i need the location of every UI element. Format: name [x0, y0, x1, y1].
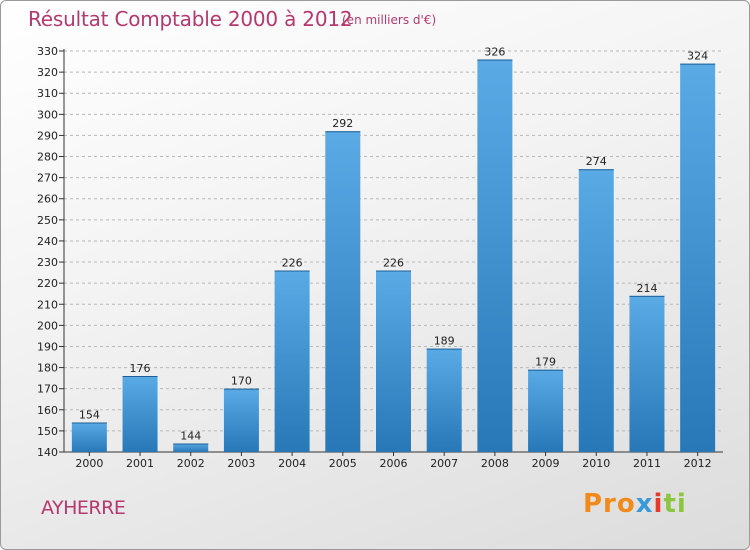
y-tick-label: 220	[37, 277, 58, 290]
x-tick-label: 2001	[126, 457, 154, 470]
x-tick-label: 2008	[481, 457, 509, 470]
y-tick-label: 230	[37, 256, 58, 269]
y-tick-label: 290	[37, 129, 58, 142]
y-tick-label: 240	[37, 235, 58, 248]
y-tick-label: 190	[37, 340, 58, 353]
x-tick-label: 2011	[633, 457, 661, 470]
bar	[477, 59, 513, 452]
bar	[122, 376, 158, 452]
y-tick-label: 140	[37, 446, 58, 459]
logo-part: ti	[663, 489, 687, 519]
proxiti-logo: Proxiti	[583, 489, 687, 519]
bar	[680, 63, 716, 453]
y-tick-label: 300	[37, 108, 58, 121]
y-tick-label: 150	[37, 425, 58, 438]
y-tick-label: 270	[37, 172, 58, 185]
y-tick-label: 210	[37, 298, 58, 311]
bars	[71, 59, 716, 453]
bar	[325, 131, 361, 452]
x-axis: 2000 2001 2002 2003 2004 2005 2006 2007 2008 2009…	[64, 451, 723, 470]
x-tick-label: 2006	[380, 457, 408, 470]
y-tick-label: 320	[37, 66, 58, 79]
y-tick-label: 260	[37, 193, 58, 206]
y-axis: 140 150 160 170 180 190 200 210 220 230 240 250 260 2…	[37, 45, 65, 459]
bar	[173, 443, 209, 452]
bar	[223, 388, 259, 452]
chart-subtitle: (en milliers d'€)	[342, 13, 437, 27]
logo-part: i	[653, 489, 664, 519]
y-tick-label: 310	[37, 87, 58, 100]
y-tick-label: 330	[37, 45, 58, 58]
x-tick-label: 2005	[329, 457, 357, 470]
data-label: 324	[687, 50, 708, 63]
data-label: 274	[586, 155, 607, 168]
y-tick-label: 180	[37, 362, 58, 375]
bar	[426, 348, 462, 452]
value-labels: 154 176 144 170 226 292 226 189 326 179 274 214 324	[79, 45, 708, 442]
x-tick-label: 2000	[75, 457, 103, 470]
bar	[578, 169, 614, 453]
y-tick-label: 280	[37, 151, 58, 164]
data-label: 292	[332, 117, 353, 130]
x-tick-label: 2003	[227, 457, 255, 470]
logo-part: Pro	[583, 489, 636, 519]
data-label: 176	[130, 362, 151, 375]
x-tick-label: 2007	[430, 457, 458, 470]
data-label: 144	[180, 430, 201, 443]
chart-title: Résultat Comptable 2000 à 2012	[28, 7, 353, 31]
logo-part: x	[635, 489, 654, 519]
data-label: 226	[282, 256, 303, 269]
data-label: 170	[231, 375, 252, 388]
x-tick-label: 2002	[177, 457, 205, 470]
x-tick-label: 2012	[684, 457, 712, 470]
bar	[629, 295, 665, 452]
data-label: 326	[484, 45, 505, 58]
data-label: 226	[383, 256, 404, 269]
y-tick-label: 200	[37, 319, 58, 332]
x-tick-label: 2009	[532, 457, 560, 470]
y-tick-label: 250	[37, 214, 58, 227]
x-tick-label: 2004	[278, 457, 306, 470]
bar	[71, 422, 107, 452]
x-tick-label: 2010	[582, 457, 610, 470]
y-tick-label: 170	[37, 383, 58, 396]
bar	[376, 270, 411, 452]
y-tick-label: 160	[37, 404, 58, 417]
data-label: 154	[79, 408, 100, 421]
commune-name: AYHERRE	[41, 497, 126, 519]
data-label: 189	[434, 335, 455, 348]
data-label: 179	[535, 356, 556, 369]
bar	[528, 369, 564, 452]
bar	[274, 270, 310, 452]
data-label: 214	[636, 282, 657, 295]
grid-lines	[64, 50, 723, 453]
